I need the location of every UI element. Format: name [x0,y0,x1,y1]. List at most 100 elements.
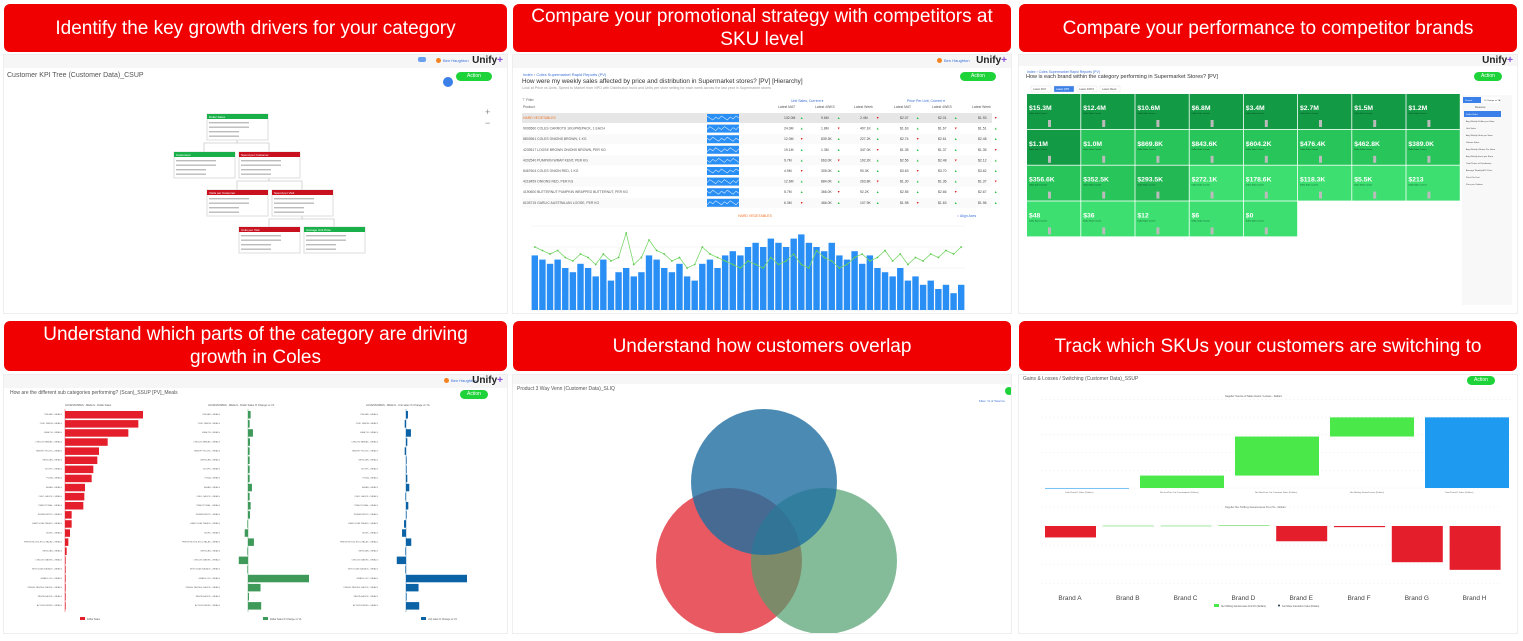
table-row[interactable]: 9006560 COLES CARROTS 1KG/PREPACK, 1 EAC… [522,123,997,134]
period-tab[interactable] [1053,85,1075,93]
info-button[interactable] [443,77,453,87]
brand-bar[interactable] [1391,526,1443,563]
action-button[interactable]: Action [456,72,492,81]
category-label: NON SCAN SALADS - MEALS [32,568,63,571]
measure-item[interactable]: Avg Weekly Volume Per Store [1466,148,1496,151]
kpi-node[interactable]: Customers [173,151,236,179]
measure-item[interactable]: Avg Weekly Items per Store [1466,155,1494,158]
up-arrow-icon: ▲ [800,148,803,152]
brand-bar[interactable] [1045,526,1096,538]
measure-item[interactable]: Avg Weekly Units per Store [1466,134,1493,137]
up-arrow-icon: ▲ [916,190,919,194]
kpi-node[interactable]: Spend per Customer [238,151,301,179]
filter-button[interactable]: ⊤ Filter [522,98,535,102]
user-menu[interactable]: Ben Haughton [937,58,970,63]
price-point [846,263,848,266]
table-row[interactable]: 6105715 GARLIC AUSTRALIAN LOOSE, PER KG 6… [522,197,997,208]
brand-bar[interactable] [1449,526,1501,570]
kpi-node[interactable]: Visits per Customer [206,189,269,217]
breadcrumb[interactable]: Index › Coles Supermarket Rapid Reports … [1027,70,1100,74]
kpi-node[interactable]: Units per Visit [238,226,301,254]
brand-bar[interactable] [1218,525,1270,526]
period-tab[interactable] [1099,85,1121,93]
zoom-out-icon[interactable]: − [485,118,490,128]
brand-bar[interactable] [1276,526,1328,542]
table-row[interactable]: 4218459 ONIONS RED, PER KG 12.6M ▲ 884.0K ▲ 2… [522,176,997,187]
period-tab[interactable] [1030,85,1052,93]
table-row[interactable]: 4202540 PUMPKIN WRAP KENT, PER KG 9.7M ▲ 66… [522,155,997,166]
kpi-node[interactable]: Dollar Sales [206,113,269,141]
waterfall-bar [1045,488,1129,489]
action-button[interactable]: Action [1467,376,1495,385]
brand-bar[interactable] [1334,526,1385,528]
measure-item[interactable]: Avg Weekly Dollars per Store [1466,120,1495,123]
tile-bg [1352,129,1406,165]
tile-bg [1406,94,1460,129]
measure-item[interactable]: Price per Volume [1466,183,1483,186]
brand-bar[interactable] [1160,525,1212,527]
table-row[interactable]: 8803961 COLES ONIONS BROWN, 1 KG 12.0M ▼ 83… [522,134,997,145]
kpi-node[interactable]: Spend per Visit [271,189,334,217]
period-tab[interactable] [1076,85,1098,93]
action-button[interactable]: Action [460,390,488,399]
user-menu[interactable]: Ben Haughton [444,378,477,383]
table-row[interactable]: 8467604 COLES ONION RED, 1 KG 4.9M ▼ 305.0K… [522,166,997,176]
tile-value: $3.4M [1246,105,1265,112]
action-button[interactable]: Action [1474,72,1502,81]
tile-value: $1.1M [1029,141,1048,148]
measure-item[interactable]: Volume Sales [1466,142,1480,144]
tree-connector [236,178,270,190]
table-row[interactable]: 4190600 BUTTERNUT PUMPKIN WRAPPED BUTTER… [522,187,997,198]
measure-item[interactable]: Average Weekly ACV Distr. [1466,169,1493,172]
measure-mode-button[interactable] [1482,97,1500,103]
price-dropdown[interactable]: Price Per Unit, Current ▾ [907,99,945,103]
action-button[interactable] [1005,387,1011,395]
table-row[interactable]: 4239517 LOOSE BROWN ONIONS BROWN, PER KG… [522,144,997,155]
measure-item[interactable]: Total Points of Distribution [1466,162,1492,165]
align-axes-toggle[interactable]: ○ Align Axes [957,214,976,218]
measure-item[interactable]: Unit Sales [1466,127,1477,130]
action-button[interactable]: Action [960,72,996,81]
breadcrumb[interactable]: Index › Coles Supermarket Rapid Reports … [523,72,607,77]
zoom-in-icon[interactable]: + [485,107,490,117]
measure-item[interactable]: Price Per Unit [1466,176,1480,179]
unit-sales-dropdown[interactable]: Unit Sales, Current ▾ [791,99,824,103]
measure-mode-button[interactable] [1463,97,1481,103]
venn-filter[interactable]: Filter: % of Total Cu [979,399,1006,403]
user-menu[interactable]: Ben Haughton [436,58,469,63]
brand-bar[interactable] [1102,525,1154,527]
kpi-node[interactable]: Average Unit Price [303,226,366,254]
measure-item[interactable]: Dollar Sales [1466,113,1479,116]
category-label: CHILL SAUCE - MEALS [196,495,220,498]
table-row[interactable]: HARD VEGETABLES 132.0M ▲ 9.6M ▲ 2.4M ▼ $2.07 ▲ $2… [522,113,997,123]
